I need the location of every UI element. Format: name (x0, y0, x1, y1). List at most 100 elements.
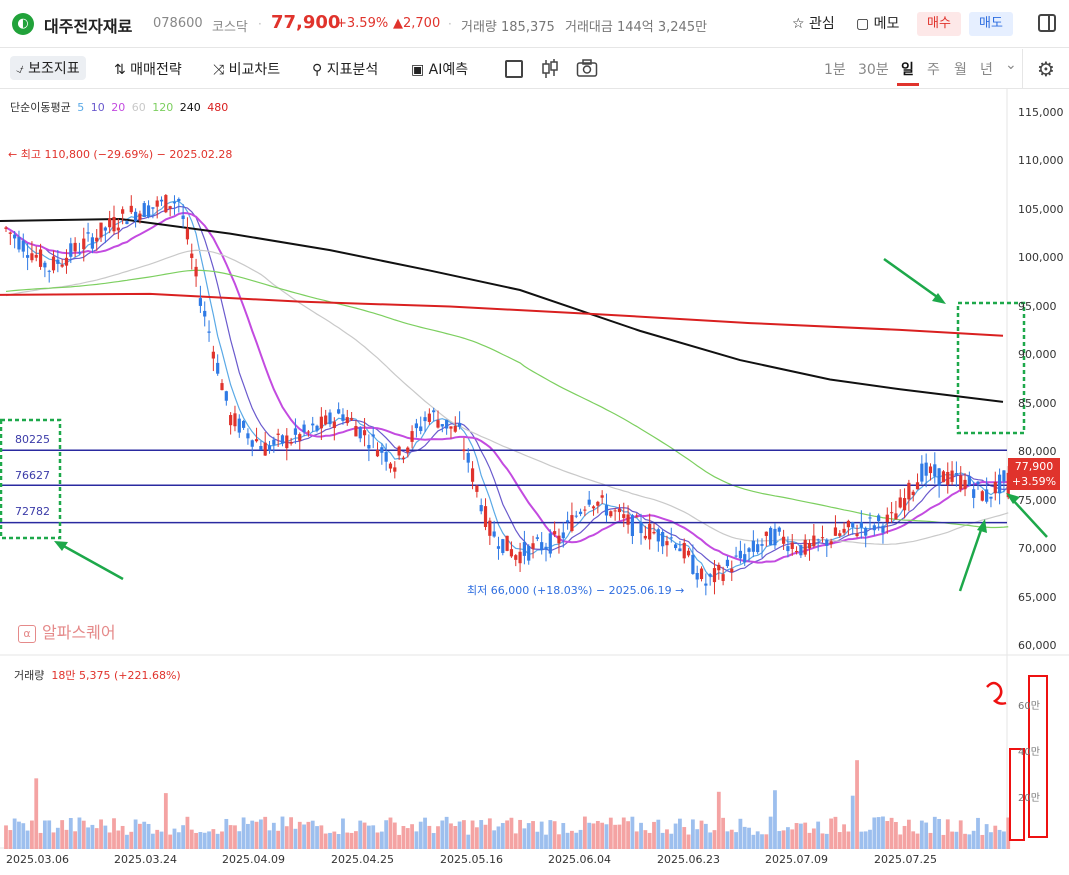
memo-button[interactable]: ▢ 메모 (856, 16, 900, 32)
volume-tick: 40만 (1018, 747, 1040, 758)
candle-body (26, 255, 30, 258)
period-year[interactable]: 년 (980, 62, 993, 78)
candle-body (138, 213, 142, 220)
candle-body (570, 515, 574, 532)
strategy-button[interactable]: ⇅ 매매전략 (114, 62, 182, 78)
ma-legend[interactable]: 단순이동평균 5 10 20 60 120 240 480 (10, 99, 231, 115)
volume-bar (993, 825, 998, 849)
volume-bar (401, 826, 406, 849)
indicator-analysis-button[interactable]: ⚲ 지표분석 (312, 62, 379, 78)
volume-bar (984, 824, 989, 849)
settings-icon[interactable]: ⚙ (1037, 57, 1055, 81)
volume-bar (652, 821, 656, 849)
buy-button[interactable]: 매수 (917, 12, 961, 36)
level-label-80225: 80225 (15, 433, 50, 446)
checkbox-icon[interactable] (505, 60, 523, 78)
candle-body (989, 496, 993, 499)
volume-bar (51, 832, 56, 849)
candle-body (946, 471, 950, 485)
favorite-button[interactable]: ☆ 관심 (792, 16, 835, 32)
volume-bar (604, 824, 609, 849)
volume-bar (250, 820, 255, 849)
candle-body (146, 205, 151, 217)
volume-bar (176, 832, 181, 849)
candle-body (535, 537, 539, 539)
candle-body (553, 531, 557, 535)
period-day[interactable]: 일 (901, 62, 914, 78)
period-1min[interactable]: 1분 (824, 62, 846, 78)
volume-bar (855, 760, 859, 849)
candle-body (276, 433, 280, 435)
candle-body (337, 409, 341, 414)
market-label: 코스닥 (212, 20, 248, 35)
side-panel-icon[interactable] (1038, 14, 1056, 32)
candle-body (224, 391, 228, 401)
candle-body (410, 431, 414, 442)
volume-bar (811, 828, 816, 849)
volume-bar (725, 831, 730, 849)
candle-body (350, 418, 354, 420)
candle-body (937, 468, 941, 486)
volume-bar (703, 823, 708, 849)
period-30min[interactable]: 30분 (858, 62, 889, 78)
volume-bar (660, 832, 665, 849)
user-drawings (0, 257, 1048, 841)
volume-bar (302, 824, 306, 849)
volume-bar (388, 817, 393, 849)
volume-bar (112, 818, 116, 849)
candle-body (168, 206, 172, 209)
candle-body (656, 529, 660, 542)
candle-body (125, 221, 129, 225)
volume-bar (237, 831, 242, 849)
volume-bar (323, 833, 328, 849)
candle-body (566, 520, 570, 523)
volume-bar (1006, 817, 1011, 849)
volume-bar (194, 832, 198, 849)
price-chart[interactable] (0, 89, 1069, 875)
candle-body (220, 383, 224, 391)
volume-bar (94, 828, 99, 849)
candle-body (397, 446, 401, 456)
candle-body (998, 474, 1002, 494)
candle-body (108, 218, 112, 228)
y-tick: 80,000 (1018, 445, 1057, 458)
volume-bar (457, 821, 462, 849)
ai-forecast-button[interactable]: ▣ AI예측 (411, 62, 469, 78)
volume-bar (1002, 831, 1006, 849)
volume-bar (155, 829, 160, 849)
candle-body (86, 232, 90, 234)
candle-body (544, 546, 548, 550)
period-dropdown-icon[interactable]: ⌄ (1005, 57, 1017, 73)
sell-button[interactable]: 매도 (969, 12, 1013, 36)
volume-bar (738, 818, 743, 849)
period-week[interactable]: 주 (927, 62, 940, 78)
candle-body (388, 463, 393, 469)
candle-body (803, 539, 807, 555)
volume-bar (34, 778, 39, 849)
volume-bar (289, 817, 294, 849)
indicator-button[interactable]: ⍻ 보조지표 (10, 56, 86, 80)
volume-bar (790, 829, 795, 849)
trade-amount-text: 거래대금 144억 3,245만 (565, 20, 708, 35)
candle-body (43, 262, 47, 268)
volume-bar (824, 833, 829, 849)
candle-body (216, 362, 220, 374)
compare-chart-button[interactable]: ⤨ 비교차트 (213, 62, 281, 78)
volume-bar (980, 834, 985, 849)
selected-period-underline (897, 83, 919, 86)
candle-body (794, 550, 799, 552)
candle-body (229, 415, 233, 426)
volume-bar (90, 824, 95, 849)
period-month[interactable]: 월 (954, 62, 967, 78)
volume-bar (807, 832, 812, 849)
volume-bar (258, 819, 263, 849)
candle-body (198, 298, 202, 306)
volume-bar (81, 820, 86, 849)
candle-body (259, 445, 263, 450)
candle-icon[interactable] (541, 58, 559, 80)
volume-bar (410, 824, 414, 849)
volume-bar (21, 823, 26, 849)
candle-body (928, 466, 933, 474)
volume-bar (868, 829, 872, 849)
camera-icon[interactable] (576, 58, 598, 78)
